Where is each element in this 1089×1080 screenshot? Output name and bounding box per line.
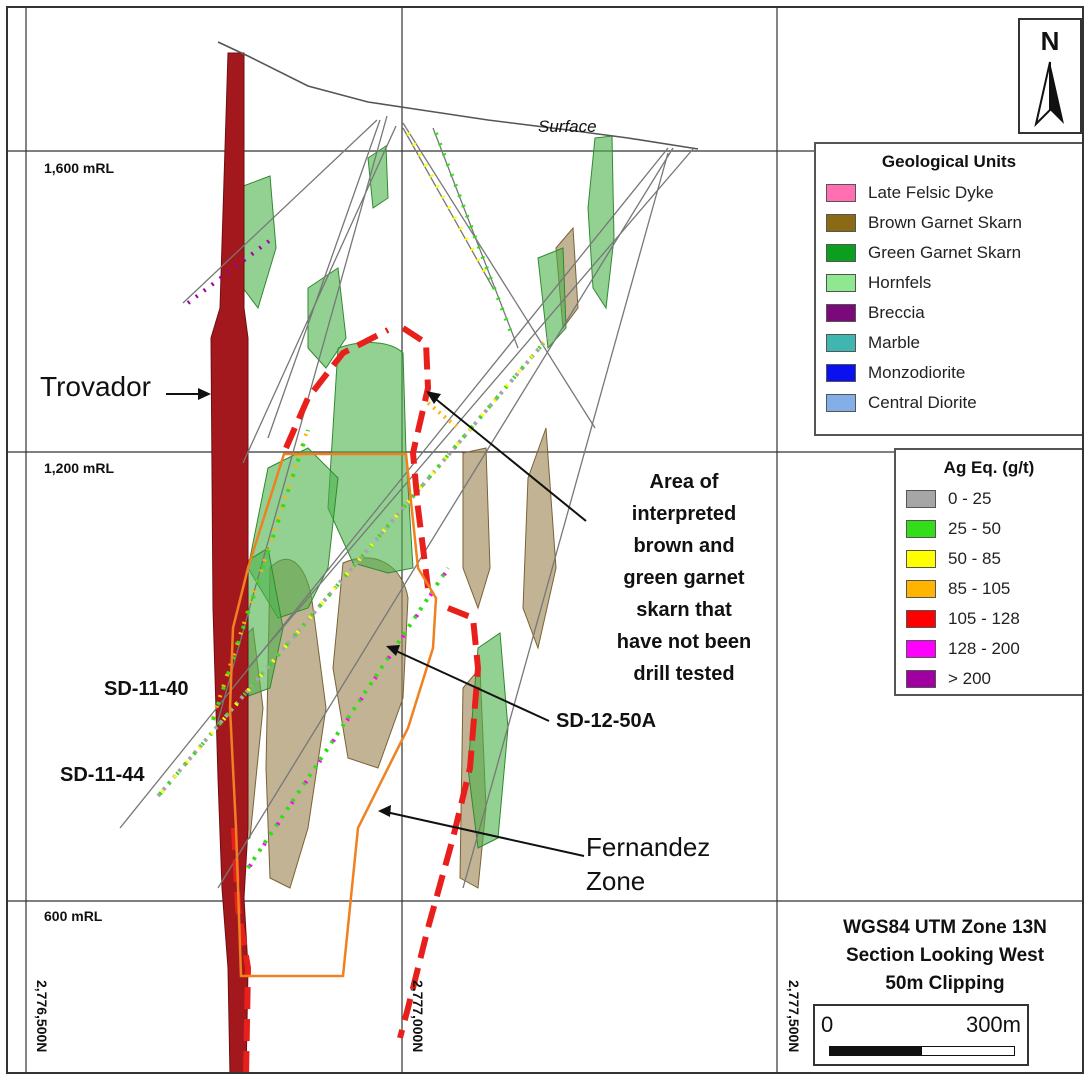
geological-unit-legend-item: Green Garnet Skarn — [816, 238, 1082, 268]
arrow-heads — [198, 388, 441, 817]
sd-12-50a-label: SD-12-50A — [556, 710, 657, 732]
geological-unit-legend-label: Monzodiorite — [868, 363, 966, 382]
ag-eq-legend-item: > 200 — [896, 664, 1082, 694]
elevation-label-600: 600 mRL — [44, 908, 103, 924]
geological-unit-legend-label: Brown Garnet Skarn — [868, 213, 1023, 232]
geological-unit-legend-label: Late Felsic Dyke — [868, 183, 994, 202]
geological-units-title: Geological Units — [881, 152, 1017, 171]
ag-eq-swatch — [906, 640, 936, 658]
ag-eq-legend-label: 25 - 50 — [948, 519, 1001, 538]
fernandez-zone-outline — [228, 452, 438, 978]
geological-unit-legend-item: Brown Garnet Skarn — [816, 208, 1082, 238]
geological-unit-swatch — [826, 334, 856, 352]
ag-eq-swatch — [906, 580, 936, 598]
ag-eq-legend-item: 0 - 25 — [896, 484, 1082, 514]
ag-eq-legend-label: 85 - 105 — [948, 579, 1011, 598]
trovador-label: Trovador — [40, 371, 152, 402]
fernandez-zone-label: Fernandez Zone — [586, 832, 711, 896]
ag-eq-legend-label: 128 - 200 — [948, 639, 1020, 658]
ag-eq-legend-item: 128 - 200 — [896, 634, 1082, 664]
scale-bar-start-label: 0 — [821, 1012, 834, 1037]
ag-eq-swatch — [906, 490, 936, 508]
section-map-frame: Surface 1,600 mRL 1,200 mRL 600 mRL 2,77… — [6, 6, 1084, 1074]
ag-eq-legend-label: 50 - 85 — [948, 549, 1001, 568]
callout-arrows — [166, 393, 587, 857]
scale-bar-end-label: 300m — [965, 1012, 1021, 1037]
ag-eq-swatch — [906, 610, 936, 628]
geological-unit-swatch — [826, 364, 856, 382]
geological-unit-legend-item: Breccia — [816, 298, 1082, 328]
ag-eq-swatch — [906, 670, 936, 688]
scale-bar: 0 300m — [813, 1004, 1029, 1066]
ag-eq-legend-item: 105 - 128 — [896, 604, 1082, 634]
ag-eq-legend-item: 25 - 50 — [896, 514, 1082, 544]
geological-unit-swatch — [826, 244, 856, 262]
ag-eq-legend-label: > 200 — [948, 669, 992, 688]
northing-label-2776500: 2,776,500N — [34, 980, 50, 1053]
surface-label: Surface — [538, 117, 597, 136]
projection-info: WGS84 UTM Zone 13N Section Looking West … — [843, 917, 1047, 994]
drill-traces — [119, 115, 694, 889]
north-arrow: N — [1018, 18, 1082, 134]
geological-unit-swatch — [826, 274, 856, 292]
geological-unit-legend-item: Central Diorite — [816, 388, 1082, 418]
ag-eq-legend-item: 85 - 105 — [896, 574, 1082, 604]
geological-unit-legend-label: Breccia — [868, 303, 925, 322]
surface-line — [217, 41, 699, 150]
elevation-label-1600: 1,600 mRL — [44, 160, 115, 176]
geological-unit-legend-item: Monzodiorite — [816, 358, 1082, 388]
ag-eq-legend-item: 50 - 85 — [896, 544, 1082, 574]
elevation-label-1200: 1,200 mRL — [44, 460, 115, 476]
scale-bar-graphic — [829, 1046, 1015, 1056]
geological-unit-legend-item: Marble — [816, 328, 1082, 358]
geological-unit-swatch — [826, 184, 856, 202]
geological-unit-swatch — [826, 304, 856, 322]
geological-unit-legend-label: Hornfels — [868, 273, 932, 292]
geological-unit-legend-label: Marble — [868, 333, 920, 352]
north-arrow-icon — [1034, 61, 1064, 128]
geological-units-legend: Geological Units Late Felsic Dyke Brown G… — [814, 142, 1082, 436]
ag-eq-swatch — [906, 550, 936, 568]
geological-unit-legend-label: Green Garnet Skarn — [868, 243, 1022, 262]
ag-eq-title: Ag Eq. (g/t) — [943, 458, 1035, 477]
ag-eq-legend: Ag Eq. (g/t) 0 - 25 25 - 50 50 - 85 85 - 10… — [894, 448, 1082, 696]
ag-eq-legend-label: 0 - 25 — [948, 489, 992, 508]
trovador-dyke — [210, 52, 249, 1072]
geological-unit-swatch — [826, 394, 856, 412]
northing-label-2777000: 2,777,000N — [410, 980, 426, 1053]
ag-eq-legend-label: 105 - 128 — [948, 609, 1020, 628]
geological-unit-legend-item: Late Felsic Dyke — [816, 178, 1082, 208]
area-note: Area of interpreted brown and green garn… — [616, 471, 752, 685]
north-letter: N — [1040, 26, 1060, 56]
geological-unit-legend-item: Hornfels — [816, 268, 1082, 298]
interpreted-boundary — [231, 325, 482, 1072]
geological-unit-swatch — [826, 214, 856, 232]
assay-intervals — [156, 132, 550, 870]
cross-section-map: Surface — [8, 8, 1082, 1072]
ag-eq-swatch — [906, 520, 936, 538]
geological-unit-legend-label: Central Diorite — [868, 393, 977, 412]
sd-11-44-label: SD-11-44 — [60, 764, 145, 786]
sd-11-40-label: SD-11-40 — [104, 678, 189, 700]
